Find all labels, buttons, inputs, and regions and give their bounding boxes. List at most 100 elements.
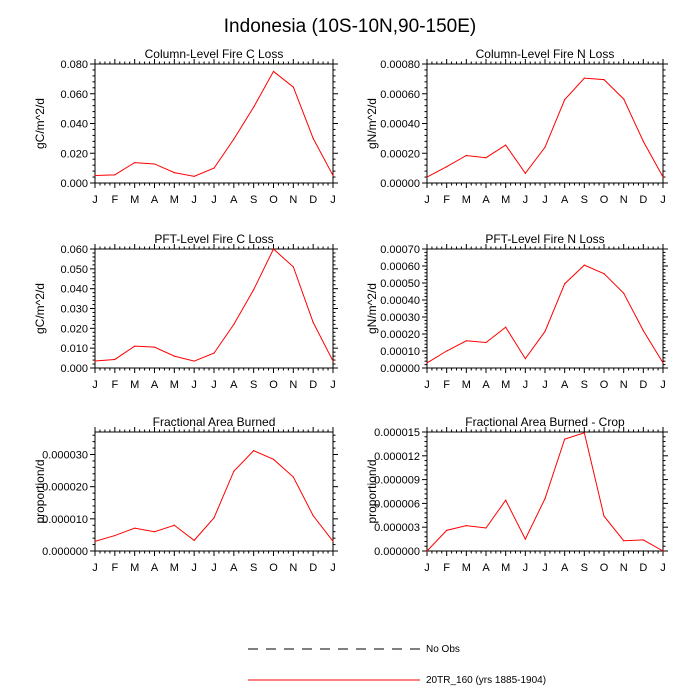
- plot-frame: [426, 63, 664, 184]
- y-tick-label: 0.000000: [42, 546, 88, 558]
- y-tick-label: 0.000010: [42, 514, 88, 526]
- data-point: [312, 321, 314, 323]
- data-point: [485, 157, 487, 159]
- data-point: [233, 323, 235, 325]
- series-line-1: [94, 248, 334, 362]
- data-point: [332, 360, 334, 362]
- x-tick-label: J: [660, 194, 666, 206]
- y-tick-label: 0.000009: [374, 475, 420, 487]
- y-tick-label: 0.00000: [380, 178, 420, 190]
- x-tick-label: A: [230, 562, 238, 574]
- x-tick-label: F: [443, 194, 450, 206]
- plot-frame: [426, 431, 664, 552]
- y-tick-label: 0.00080: [380, 59, 420, 71]
- plot-frame: [426, 248, 664, 369]
- data-point: [623, 98, 625, 100]
- data-point: [233, 138, 235, 140]
- data-point: [153, 346, 156, 348]
- y-tick-label: 0.000015: [374, 427, 420, 439]
- x-tick-label: J: [542, 379, 548, 391]
- x-tick-label: O: [269, 194, 278, 206]
- data-point: [583, 77, 585, 79]
- x-tick-label: J: [542, 194, 548, 206]
- data-point: [153, 163, 156, 165]
- y-tick-label: 0.00040: [380, 119, 420, 131]
- plot-frame: [94, 431, 334, 552]
- x-tick-label: M: [462, 562, 471, 574]
- x-tick-label: M: [170, 194, 179, 206]
- data-point: [114, 358, 116, 361]
- x-tick-label: J: [92, 562, 98, 574]
- x-tick-label: F: [443, 562, 450, 574]
- x-tick-label: J: [424, 194, 430, 206]
- data-point: [564, 99, 566, 101]
- y-axis-label: proportion/d: [33, 459, 47, 523]
- data-point: [465, 340, 467, 342]
- y-tick-label: 0.000: [60, 178, 88, 190]
- data-point: [662, 550, 664, 552]
- x-tick-label: N: [289, 562, 297, 574]
- x-tick-label: N: [289, 379, 297, 391]
- data-point: [213, 167, 215, 169]
- data-point: [213, 352, 215, 354]
- panel-title: Fractional Area Burned - Crop: [465, 415, 625, 429]
- x-tick-label: F: [443, 379, 450, 391]
- y-tick-label: 0.000003: [374, 522, 420, 534]
- x-tick-label: A: [151, 194, 159, 206]
- data-point: [312, 137, 314, 139]
- data-point: [485, 527, 487, 529]
- y-tick-label: 0.050: [60, 264, 88, 276]
- x-tick-label: A: [151, 562, 159, 574]
- x-tick-label: J: [92, 379, 98, 391]
- y-axis-label: proportion/d: [365, 459, 379, 523]
- data-point: [193, 175, 195, 177]
- data-point: [524, 538, 526, 540]
- data-point: [623, 292, 625, 294]
- x-tick-label: F: [111, 379, 118, 391]
- data-point: [603, 273, 605, 275]
- x-tick-label: M: [130, 379, 139, 391]
- x-tick-label: J: [211, 562, 217, 574]
- x-tick-label: J: [191, 562, 197, 574]
- data-point: [564, 438, 566, 440]
- data-point: [94, 540, 96, 542]
- y-tick-label: 0.000020: [42, 482, 88, 494]
- data-point: [173, 171, 175, 174]
- data-point: [446, 350, 448, 352]
- data-point: [505, 499, 507, 501]
- data-point: [426, 550, 428, 552]
- data-point: [292, 476, 294, 478]
- x-tick-label: A: [151, 379, 159, 391]
- y-tick-label: 0.040: [60, 284, 88, 296]
- y-tick-label: 0.020: [60, 323, 88, 335]
- x-tick-label: J: [660, 379, 666, 391]
- data-point: [332, 174, 334, 177]
- data-point: [623, 540, 625, 542]
- legend-model-label: 20TR_160 (yrs 1885-1904): [426, 675, 546, 686]
- panel-title: PFT-Level Fire C Loss: [154, 232, 273, 246]
- y-tick-label: 0.060: [60, 89, 88, 101]
- x-tick-label: M: [501, 194, 510, 206]
- y-tick-label: 0.000030: [42, 450, 88, 462]
- figure-title: Indonesia (10S-10N,90-150E): [224, 16, 476, 37]
- x-tick-label: A: [230, 379, 238, 391]
- plot-frame: [94, 248, 334, 369]
- x-tick-label: D: [639, 379, 647, 391]
- x-tick-label: M: [501, 562, 510, 574]
- y-tick-label: 0.000000: [374, 546, 420, 558]
- data-point: [233, 470, 235, 472]
- y-axis-label: gN/m^2/d: [365, 283, 379, 334]
- data-point: [292, 86, 294, 88]
- y-tick-label: 0.000: [60, 363, 88, 375]
- y-tick-label: 0.00000: [380, 363, 420, 375]
- x-tick-label: J: [424, 379, 430, 391]
- x-tick-label: D: [309, 194, 317, 206]
- data-point: [193, 539, 195, 541]
- data-point: [485, 341, 487, 344]
- x-tick-label: O: [269, 379, 278, 391]
- x-tick-label: O: [600, 379, 609, 391]
- y-tick-label: 0.060: [60, 244, 88, 256]
